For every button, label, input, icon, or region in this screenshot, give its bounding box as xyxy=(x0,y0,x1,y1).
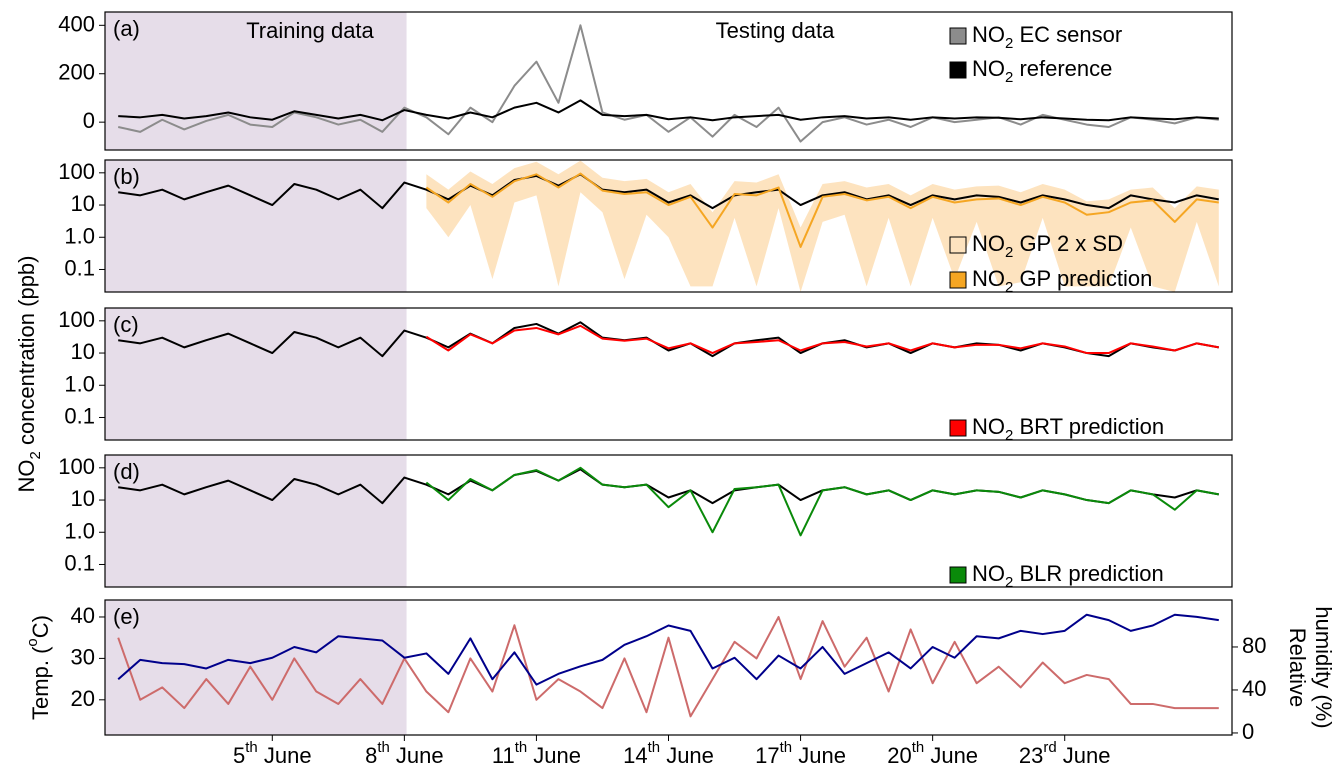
series-line xyxy=(425,466,1219,537)
legend-label: NO2 GP 2 x SD xyxy=(972,231,1123,262)
x-tick-label: 17th June xyxy=(755,739,846,767)
legend-label: NO2 BLR prediction xyxy=(972,561,1164,592)
panel-label: (a) xyxy=(113,16,140,41)
panel-frame xyxy=(104,307,1233,441)
y-tick-label: 1.0 xyxy=(64,371,95,396)
y-tick-label: 10 xyxy=(71,191,95,216)
legend-swatch xyxy=(949,27,967,45)
training-shade xyxy=(105,12,407,150)
series-line xyxy=(117,613,1219,686)
x-tick-label: 14th June xyxy=(623,739,714,767)
legend-label: NO2 reference xyxy=(972,56,1112,87)
training-shade xyxy=(105,455,407,587)
y2-tick-label: 80 xyxy=(1242,633,1266,658)
series-line xyxy=(425,324,1219,355)
y-tick-label: 100 xyxy=(58,454,95,479)
legend-swatch xyxy=(949,419,967,437)
y2-tick-label: 0 xyxy=(1242,719,1254,744)
training-shade xyxy=(105,160,407,292)
y-tick-label: 30 xyxy=(71,644,95,669)
y-tick-label: 1.0 xyxy=(64,223,95,248)
series-line xyxy=(118,173,1219,210)
y-axis-label: NO2 concentration (ppb) xyxy=(14,256,45,493)
y-tick-label: 0.1 xyxy=(64,255,95,280)
legend-swatch xyxy=(949,566,967,584)
series-line xyxy=(117,615,1219,718)
legend-swatch xyxy=(949,271,967,289)
y2-axis-label: Relative xyxy=(1285,628,1310,707)
panel-frame xyxy=(104,159,1233,293)
panel-frame xyxy=(104,11,1233,151)
panel-label: (e) xyxy=(113,604,140,629)
y2-axis-label: humidity (%) xyxy=(1311,606,1334,728)
y-tick-label: 0 xyxy=(83,108,95,133)
y-tick-label: 1.0 xyxy=(64,518,95,543)
legend-swatch xyxy=(949,236,967,254)
y-tick-label: 200 xyxy=(58,60,95,85)
x-tick-label: 23rd June xyxy=(1019,739,1111,767)
legend-label: NO2 GP prediction xyxy=(972,266,1152,297)
series-line xyxy=(425,172,1219,248)
x-tick-label: 8th June xyxy=(365,739,444,767)
y-tick-label: 20 xyxy=(71,686,95,711)
panel-frame xyxy=(104,454,1233,588)
y-axis-label: Temp. (oC) xyxy=(24,615,52,720)
x-tick-label: 20th June xyxy=(887,739,978,767)
y-tick-label: 100 xyxy=(58,159,95,184)
legend-swatch xyxy=(949,61,967,79)
y-tick-label: 0.1 xyxy=(64,403,95,428)
y-tick-label: 10 xyxy=(71,339,95,364)
training-shade xyxy=(105,600,407,735)
annotation: Testing data xyxy=(716,18,835,43)
y-tick-label: 10 xyxy=(71,486,95,511)
x-tick-label: 11th June xyxy=(492,739,581,767)
panel-label: (c) xyxy=(113,312,139,337)
x-tick-label: 5th June xyxy=(233,739,312,767)
y-tick-label: 400 xyxy=(58,11,95,36)
series-line xyxy=(118,99,1219,122)
y-tick-label: 0.1 xyxy=(64,550,95,575)
training-shade xyxy=(105,308,407,440)
legend-label: NO2 EC sensor xyxy=(972,22,1122,53)
annotation: Training data xyxy=(246,18,374,43)
legend-label: NO2 BRT prediction xyxy=(972,414,1164,445)
y2-tick-label: 40 xyxy=(1242,676,1266,701)
panel-label: (b) xyxy=(113,164,140,189)
panel-label: (d) xyxy=(113,459,140,484)
y-tick-label: 40 xyxy=(71,603,95,628)
y-tick-label: 100 xyxy=(58,307,95,332)
